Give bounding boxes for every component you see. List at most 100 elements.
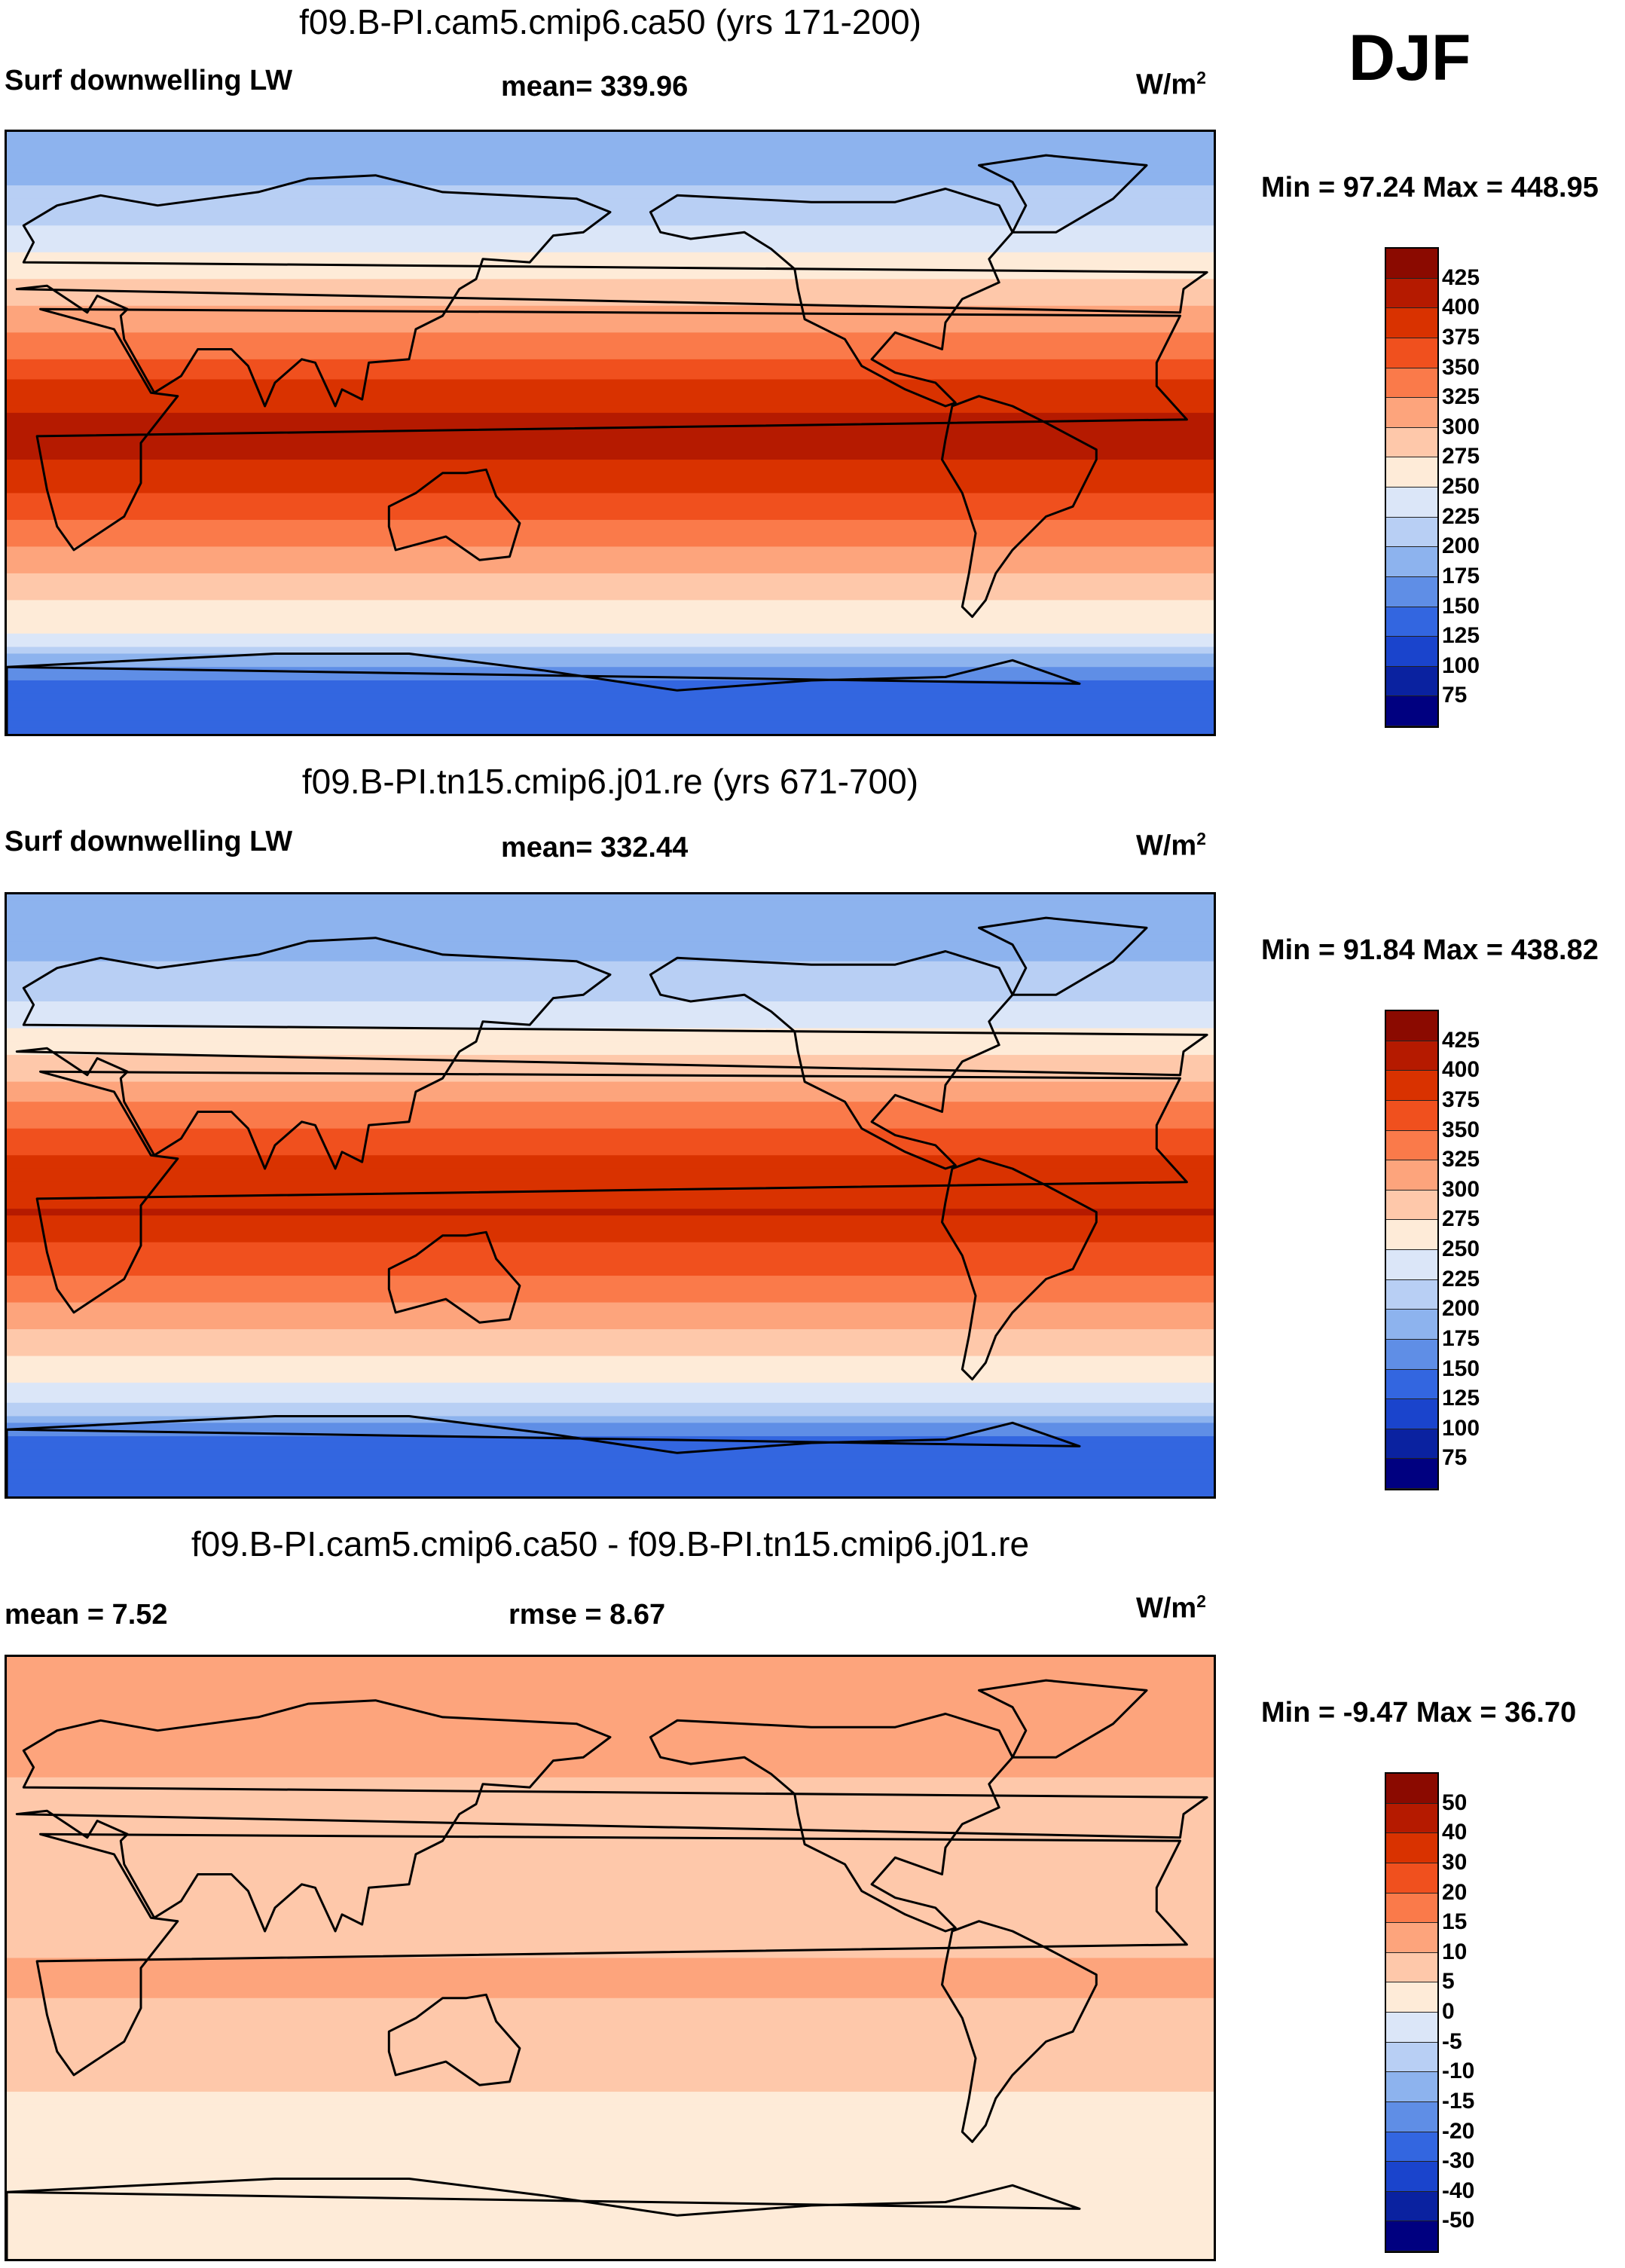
colorbar-tick-label: 250 — [1442, 474, 1480, 499]
zonal-band — [7, 680, 1214, 688]
zonal-band — [7, 2165, 1214, 2173]
zonal-band — [7, 2211, 1214, 2220]
zonal-band — [7, 2058, 1214, 2066]
zonal-band — [7, 1068, 1214, 1076]
panel-2-mean-label: mean= 332.44 — [501, 832, 689, 863]
zonal-band — [7, 1770, 1214, 1778]
zonal-band — [7, 1322, 1214, 1331]
zonal-band — [7, 339, 1214, 347]
colorbar-tick-label: 400 — [1442, 1057, 1480, 1083]
zonal-band — [7, 1924, 1214, 1932]
colorbar-segment — [1386, 2221, 1437, 2251]
colorbar-segment — [1386, 1250, 1437, 1280]
colorbar-tick-label: 300 — [1442, 414, 1480, 439]
zonal-band — [7, 239, 1214, 246]
zonal-band — [7, 305, 1214, 313]
zonal-band — [7, 1476, 1214, 1484]
zonal-band — [7, 519, 1214, 527]
coastline-outline — [649, 188, 1014, 408]
colorbar-tick-label: 125 — [1442, 623, 1480, 649]
colorbar-tick-label: 375 — [1442, 324, 1480, 350]
colorbar-segment — [1386, 1369, 1437, 1400]
colorbar-tick-label: 50 — [1442, 1790, 1468, 1815]
zonal-band — [7, 1830, 1214, 1839]
zonal-band — [7, 1683, 1214, 1692]
zonal-band — [7, 1088, 1214, 1096]
colorbar-tick-label: 350 — [1442, 354, 1480, 380]
zonal-band — [7, 928, 1214, 936]
coastline-outline — [7, 653, 1081, 734]
zonal-band — [7, 185, 1214, 193]
colorbar-tick-label: -50 — [1442, 2208, 1475, 2233]
zonal-band — [7, 1383, 1214, 1390]
zonal-band — [7, 1142, 1214, 1150]
panel-3-title: f09.B-PI.cam5.cmip6.ca50 - f09.B-PI.tn15… — [191, 1524, 1030, 1563]
colorbar-segment — [1386, 457, 1437, 488]
colorbar-tick-label: 15 — [1442, 1909, 1468, 1935]
colorbar-segment — [1386, 696, 1437, 726]
zonal-band — [7, 513, 1214, 521]
coastline-outline — [35, 1070, 1188, 1314]
zonal-band — [7, 653, 1214, 662]
colorbar-tick-label: 10 — [1442, 1939, 1468, 1964]
colorbar-tick-label: 275 — [1442, 1206, 1480, 1232]
zonal-band — [7, 560, 1214, 568]
map-svg-3 — [7, 1657, 1214, 2259]
zonal-band — [7, 1991, 1214, 1999]
colorbar-tick-label: -10 — [1442, 2059, 1475, 2084]
colorbar-tick-label: 325 — [1442, 384, 1480, 410]
zonal-band — [7, 2098, 1214, 2106]
zonal-band — [7, 2192, 1214, 2200]
coastline-outline — [15, 1699, 1208, 1933]
colorbar-tick-label: 275 — [1442, 444, 1480, 469]
zonal-band — [7, 1844, 1214, 1852]
colorbar-segment — [1386, 1982, 1437, 2013]
zonal-band — [7, 1376, 1214, 1384]
zonal-band — [7, 1041, 1214, 1050]
zonal-band — [7, 2104, 1214, 2113]
zonal-band — [7, 1891, 1214, 1899]
zonal-band — [7, 2225, 1214, 2233]
colorbar-tick-label: 150 — [1442, 1356, 1480, 1381]
panel-1-minmax: Min = 97.24 Max = 448.95 — [1261, 172, 1599, 203]
zonal-band — [7, 1102, 1214, 1110]
zonal-band — [7, 1790, 1214, 1799]
colorbar-tick-label: 225 — [1442, 503, 1480, 529]
zonal-band — [7, 1209, 1214, 1217]
zonal-band — [7, 1670, 1214, 1678]
colorbar-segment — [1386, 2191, 1437, 2222]
zonal-band — [7, 914, 1214, 922]
zonal-band — [7, 1302, 1214, 1310]
zonal-band — [7, 995, 1214, 1003]
colorbar-tick-label: -30 — [1442, 2148, 1475, 2174]
zonal-band — [7, 1282, 1214, 1290]
colorbar-tick-label: 75 — [1442, 1445, 1468, 1471]
colorbar-tick-label: -20 — [1442, 2118, 1475, 2144]
zonal-band — [7, 433, 1214, 441]
coastline-outline — [35, 307, 1188, 552]
colorbar-tick-label: 125 — [1442, 1386, 1480, 1411]
zonal-band — [7, 312, 1214, 320]
zonal-band — [7, 1864, 1214, 1872]
coastline-outline — [15, 937, 1208, 1170]
colorbar-segment — [1386, 1863, 1437, 1894]
coastline-outline — [941, 395, 1098, 619]
zonal-band — [7, 1757, 1214, 1765]
panel-2-colorbar — [1385, 1010, 1439, 1490]
zonal-band — [7, 292, 1214, 300]
zonal-band — [7, 1677, 1214, 1685]
colorbar-tick-label: 425 — [1442, 264, 1480, 290]
zonal-band — [7, 198, 1214, 206]
zonal-band — [7, 1871, 1214, 1878]
coastline-outline — [649, 950, 1014, 1170]
zonal-band — [7, 533, 1214, 541]
zonal-band — [7, 2125, 1214, 2133]
colorbar-segment — [1386, 1923, 1437, 1953]
panel-2-variable-label: Surf downwelling LW — [5, 826, 293, 857]
zonal-band — [7, 460, 1214, 467]
zonal-band — [7, 1007, 1214, 1016]
colorbar-tick-label: 400 — [1442, 295, 1480, 320]
zonal-band — [7, 2178, 1214, 2187]
zonal-band — [7, 1001, 1214, 1009]
zonal-band — [7, 1804, 1214, 1812]
